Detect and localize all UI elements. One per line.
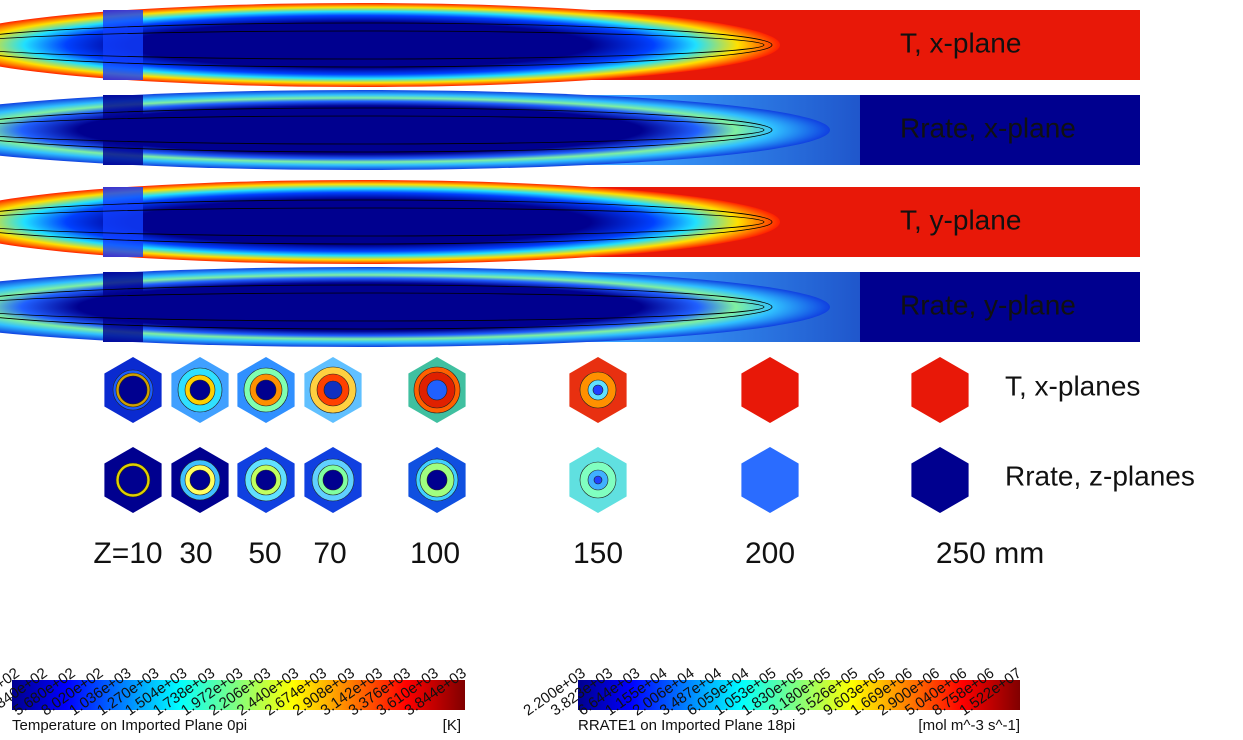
z-label: Z=10 [93,537,162,570]
ring [256,380,276,400]
ring [256,470,276,490]
colorbar-unit: [mol m^-3 s^-1] [918,717,1020,734]
strip-label: Rrate, y-plane [900,289,1076,320]
ring [119,466,147,494]
inlet-zone [103,95,143,165]
strip-label: T, y-plane [900,204,1021,235]
strip-label: Rrate, x-plane [900,112,1076,143]
ring [427,470,447,490]
colorbar-title: RRATE1 on Imported Plane 18pi [578,717,795,734]
cross-section [741,447,798,513]
colorbar-unit: [K] [443,717,461,734]
ring [324,381,342,399]
z-label: 50 [248,537,281,570]
figure: T, x-plane Rrate, x-plane T, y-plane Rrate,… [0,0,1243,740]
inlet-zone [103,187,143,257]
ring [593,385,603,395]
ring [119,376,147,404]
row-label: T, x-planes [1005,370,1140,401]
z-label: 200 [745,537,795,570]
row-label: Rrate, z-planes [1005,460,1195,491]
cross-section [741,357,798,423]
inlet-zone [103,10,143,80]
z-label: 150 [573,537,623,570]
ring [190,470,210,490]
z-label: 30 [179,537,212,570]
z-label: 100 [410,537,460,570]
z-label: 250 mm [936,537,1044,570]
ring [427,380,447,400]
strip-label: T, x-plane [900,27,1021,58]
cross-section [911,357,968,423]
ring [190,380,210,400]
inlet-zone [103,272,143,342]
colorbar-title: Temperature on Imported Plane 0pi [12,717,247,734]
z-label: 70 [313,537,346,570]
cross-section [911,447,968,513]
ring [594,476,602,484]
ring [323,470,343,490]
